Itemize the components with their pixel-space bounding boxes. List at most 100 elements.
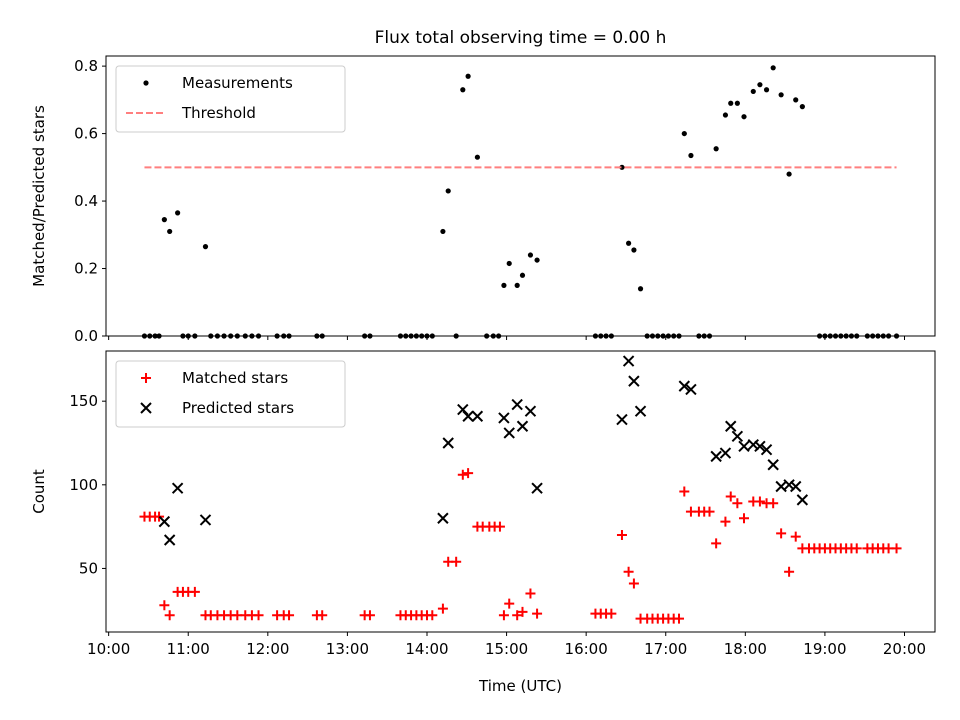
matched-star-point bbox=[784, 566, 795, 577]
predicted-star-point bbox=[163, 534, 176, 546]
legend-marker-predicted bbox=[140, 402, 152, 414]
predicted-star-point bbox=[754, 440, 766, 453]
measurement-point bbox=[141, 333, 148, 339]
measurement-point bbox=[281, 333, 287, 339]
matched-star-point bbox=[725, 491, 736, 502]
matched-star-point bbox=[517, 606, 528, 617]
predicted-star-point bbox=[442, 437, 454, 449]
predicted-star-point bbox=[783, 479, 795, 491]
top-ytick-label: 0.6 bbox=[74, 125, 98, 143]
measurement-point bbox=[274, 333, 280, 339]
measurement-point bbox=[822, 333, 828, 339]
measurement-point bbox=[660, 333, 666, 339]
measurement-point bbox=[156, 333, 162, 339]
predicted-star-point bbox=[678, 380, 691, 392]
measurement-point bbox=[460, 87, 466, 93]
measurement-point bbox=[496, 333, 502, 339]
predicted-star-point bbox=[747, 438, 759, 451]
matched-star-point bbox=[776, 528, 787, 539]
matched-star-point bbox=[189, 586, 200, 597]
matched-star-point bbox=[606, 608, 617, 619]
xtick-label: 12:00 bbox=[246, 640, 289, 658]
bottom-axes-frame bbox=[105, 350, 936, 633]
measurement-point bbox=[228, 333, 234, 339]
matched-star-point bbox=[154, 511, 165, 522]
measurement-point bbox=[832, 333, 839, 339]
measurement-point bbox=[713, 146, 719, 152]
predicted-star-point bbox=[199, 514, 212, 526]
measurement-point bbox=[419, 333, 425, 339]
matched-star-point bbox=[768, 498, 779, 509]
measurement-point bbox=[631, 247, 637, 253]
measurement-point bbox=[626, 240, 632, 246]
legend-marker-measurements bbox=[143, 80, 149, 86]
measurement-point bbox=[655, 333, 661, 339]
xtick-label: 10:00 bbox=[87, 640, 130, 658]
measurement-point bbox=[644, 333, 650, 339]
measurement-point bbox=[649, 333, 656, 339]
measurement-point bbox=[519, 272, 526, 278]
xtick-label: 14:00 bbox=[405, 640, 448, 658]
measurement-point bbox=[319, 333, 325, 339]
matched-star-point bbox=[790, 531, 801, 542]
measurement-point bbox=[534, 257, 540, 263]
matched-star-point bbox=[674, 613, 685, 624]
measurement-point bbox=[619, 164, 625, 170]
predicted-star-point bbox=[790, 480, 802, 493]
predicted-star-point bbox=[767, 459, 779, 471]
measurement-point bbox=[506, 260, 512, 267]
measurement-point bbox=[676, 333, 682, 339]
top-axes-frame bbox=[105, 55, 936, 337]
predicted-star-point bbox=[616, 413, 628, 426]
measurement-point bbox=[608, 333, 614, 339]
top-panel: Flux total observing time = 0.00 h 0.0 0.2… bbox=[30, 28, 936, 345]
matched-star-point bbox=[851, 543, 862, 554]
bottom-ytick-label: 150 bbox=[69, 392, 98, 410]
legend-label: Threshold bbox=[181, 104, 256, 122]
matched-star-point bbox=[623, 566, 634, 577]
measurement-point bbox=[403, 333, 409, 339]
measurement-point bbox=[848, 333, 855, 339]
top-ytick-label: 0.8 bbox=[74, 57, 98, 75]
measurement-point bbox=[770, 65, 776, 71]
measurement-point bbox=[827, 333, 833, 339]
measurement-point bbox=[786, 171, 792, 177]
predicted-star-point bbox=[710, 450, 722, 463]
measurement-point bbox=[728, 100, 734, 106]
measurement-point bbox=[249, 333, 255, 339]
measurement-point bbox=[484, 333, 490, 339]
predicted-star-point bbox=[437, 512, 449, 524]
measurement-point bbox=[465, 73, 471, 79]
measurement-point bbox=[706, 333, 713, 339]
measurement-point bbox=[870, 333, 876, 339]
predicted-star-point bbox=[516, 420, 529, 432]
measurement-point bbox=[440, 228, 446, 235]
measurement-point bbox=[314, 333, 320, 339]
measurement-point bbox=[413, 333, 419, 339]
measurement-point bbox=[527, 252, 534, 258]
measurement-point bbox=[147, 333, 153, 339]
bottom-ytick-label: 50 bbox=[79, 559, 98, 577]
matched-star-point bbox=[704, 506, 715, 517]
matched-star-point bbox=[628, 578, 639, 589]
xtick-label: 11:00 bbox=[167, 640, 210, 658]
measurement-point bbox=[880, 333, 886, 339]
matched-star-point bbox=[284, 610, 295, 621]
measurement-point bbox=[221, 333, 227, 339]
matched-star-point bbox=[679, 486, 690, 497]
measurement-point bbox=[671, 333, 677, 339]
predicted-star-point bbox=[685, 383, 697, 396]
measurement-point bbox=[185, 333, 191, 339]
measurement-point bbox=[864, 333, 870, 339]
xtick-label: 18:00 bbox=[724, 640, 767, 658]
measurement-point bbox=[152, 333, 158, 339]
measurement-point bbox=[234, 333, 240, 339]
predicted-star-point bbox=[796, 494, 809, 506]
measurement-point bbox=[202, 244, 209, 250]
measurement-point bbox=[255, 333, 262, 339]
xtick-label: 16:00 bbox=[565, 640, 608, 658]
matched-star-point bbox=[463, 468, 474, 479]
measurement-point bbox=[598, 333, 604, 339]
matched-star-point bbox=[451, 556, 462, 567]
